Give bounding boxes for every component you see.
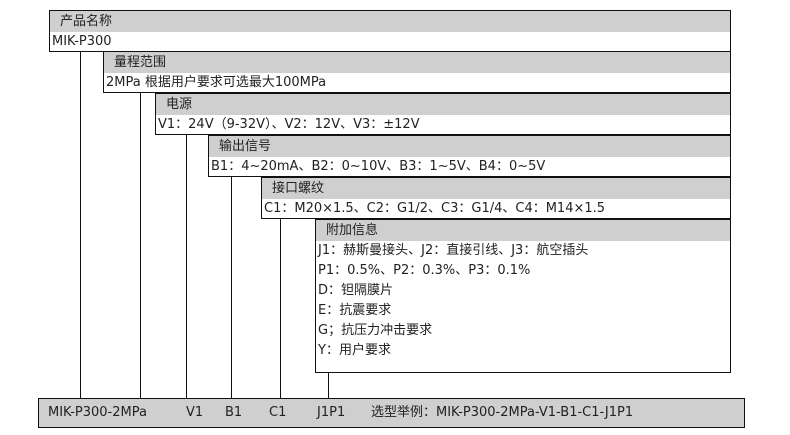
section-values: J1：赫斯曼接头、J2：直接引线、J3：航空插头 P1：0.5%、P2：0.3%…: [316, 241, 730, 358]
option-line: D：钽隔膜片: [318, 283, 394, 298]
section-title: 量程范围: [104, 52, 730, 73]
section-title: 接口螺纹: [262, 178, 730, 199]
example-thread: C1: [269, 405, 287, 420]
example-model: MIK-P300-2MPa: [48, 405, 147, 420]
section-value: MIK-P300: [52, 34, 112, 49]
connector-line: [231, 177, 232, 398]
section-title: 产品名称: [50, 11, 730, 32]
example-label: 选型举例：MIK-P300-2MPa-V1-B1-C1-J1P1: [371, 405, 634, 420]
connector-line: [328, 372, 329, 398]
connector-line: [80, 51, 81, 398]
selection-example-bar: MIK-P300-2MPa V1 B1 C1 J1P1 选型举例：MIK-P30…: [38, 398, 745, 428]
option-line: P1：0.5%、P2：0.3%、P3：0.1%: [318, 263, 531, 278]
example-extra: J1P1: [317, 405, 346, 420]
section-title: 电源: [156, 94, 730, 115]
section-value: C1：M20×1.5、C2：G1/2、C3：G1/4、C4：M14×1.5: [264, 201, 606, 216]
connector-line: [280, 219, 281, 398]
connector-line: [186, 135, 187, 398]
option-line: G；抗压力冲击要求: [318, 323, 433, 338]
product-name-box: 产品名称 MIK-P300: [49, 10, 731, 52]
extra-info-box: 附加信息 J1：赫斯曼接头、J2：直接引线、J3：航空插头 P1：0.5%、P2…: [315, 219, 731, 373]
connector-line: [140, 93, 141, 398]
power-box: 电源 V1：24V（9-32V）、V2：12V、V3：±12V: [155, 93, 731, 135]
range-box: 量程范围 2MPa 根据用户要求可选最大100MPa: [103, 51, 731, 93]
output-signal-box: 输出信号 B1：4~20mA、B2：0~10V、B3：1~5V、B4：0~5V: [208, 135, 731, 177]
option-line: J1：赫斯曼接头、J2：直接引线、J3：航空插头: [318, 243, 589, 258]
section-value: B1：4~20mA、B2：0~10V、B3：1~5V、B4：0~5V: [211, 159, 546, 174]
option-line: Y：用户要求: [318, 343, 391, 358]
section-title: 输出信号: [209, 136, 730, 157]
section-value: 2MPa 根据用户要求可选最大100MPa: [106, 75, 327, 90]
example-output: B1: [225, 405, 243, 420]
option-line: E：抗震要求: [318, 303, 392, 318]
example-power: V1: [186, 405, 204, 420]
section-value: V1：24V（9-32V）、V2：12V、V3：±12V: [158, 117, 420, 132]
section-title: 附加信息: [316, 220, 730, 241]
thread-box: 接口螺纹 C1：M20×1.5、C2：G1/2、C3：G1/4、C4：M14×1…: [261, 177, 731, 219]
